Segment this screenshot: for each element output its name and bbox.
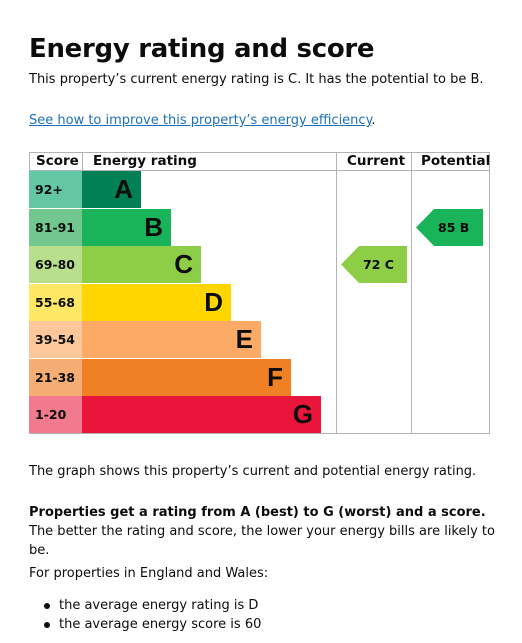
header-potential: Potential bbox=[421, 153, 491, 169]
england-wales-text: For properties in England and Wales: bbox=[29, 566, 269, 581]
band-letter-g: G bbox=[292, 399, 313, 429]
list-item: the average energy rating is D bbox=[29, 596, 261, 615]
header-score: Score bbox=[36, 153, 79, 169]
chart-current-divider bbox=[336, 152, 337, 434]
averages-list: the average energy rating is D the avera… bbox=[29, 596, 261, 634]
score-range-b: 81-91 bbox=[29, 209, 82, 246]
band-e: E bbox=[82, 321, 261, 358]
header-current: Current bbox=[347, 153, 406, 169]
score-range-e: 39-54 bbox=[29, 321, 82, 358]
band-letter-e: E bbox=[235, 324, 253, 354]
energy-rating-chart: Score Energy rating Current Potential 92… bbox=[29, 152, 490, 434]
improve-link-suffix: . bbox=[371, 113, 376, 128]
page-title: Energy rating and score bbox=[29, 34, 375, 65]
chart-bottom-border bbox=[29, 433, 490, 434]
band-c: C bbox=[82, 246, 201, 283]
band-g: G bbox=[82, 396, 321, 433]
rating-explanation-rest: The better the rating and score, the low… bbox=[29, 524, 495, 558]
score-range-g: 1-20 bbox=[29, 396, 82, 433]
intro-text: This property’s current energy rating is… bbox=[29, 72, 484, 87]
score-range-a: 92+ bbox=[29, 171, 82, 208]
band-letter-f: F bbox=[267, 362, 283, 392]
potential-rating-arrow-label: 85 B bbox=[438, 220, 470, 235]
band-letter-a: A bbox=[114, 174, 133, 204]
band-d: D bbox=[82, 284, 231, 321]
score-range-d: 55-68 bbox=[29, 284, 82, 321]
chart-left-border bbox=[29, 152, 30, 170]
band-f: F bbox=[82, 359, 291, 396]
rating-explanation-bold: Properties get a rating from A (best) to… bbox=[29, 505, 486, 520]
chart-header-divider bbox=[29, 170, 490, 171]
chart-right-border bbox=[489, 152, 490, 434]
header-energy-rating: Energy rating bbox=[93, 153, 197, 169]
chart-potential-divider bbox=[411, 152, 412, 434]
band-letter-b: B bbox=[144, 212, 163, 242]
current-rating-arrow: 72 C bbox=[341, 246, 407, 283]
score-range-f: 21-38 bbox=[29, 359, 82, 396]
chart-score-divider bbox=[82, 152, 83, 170]
band-b: B bbox=[82, 209, 171, 246]
score-range-c: 69-80 bbox=[29, 246, 82, 283]
band-letter-c: C bbox=[174, 249, 193, 279]
current-rating-arrow-label: 72 C bbox=[363, 257, 394, 272]
improve-efficiency-link[interactable]: See how to improve this property’s energ… bbox=[29, 113, 372, 128]
band-letter-d: D bbox=[204, 287, 223, 317]
band-a: A bbox=[82, 171, 141, 208]
list-item: the average energy score is 60 bbox=[29, 615, 261, 634]
potential-rating-arrow: 85 B bbox=[416, 209, 483, 246]
rating-explanation: Properties get a rating from A (best) to… bbox=[29, 503, 499, 560]
chart-top-border bbox=[29, 152, 490, 153]
improve-paragraph: See how to improve this property’s energ… bbox=[29, 111, 499, 130]
graph-description: The graph shows this property’s current … bbox=[29, 464, 477, 479]
